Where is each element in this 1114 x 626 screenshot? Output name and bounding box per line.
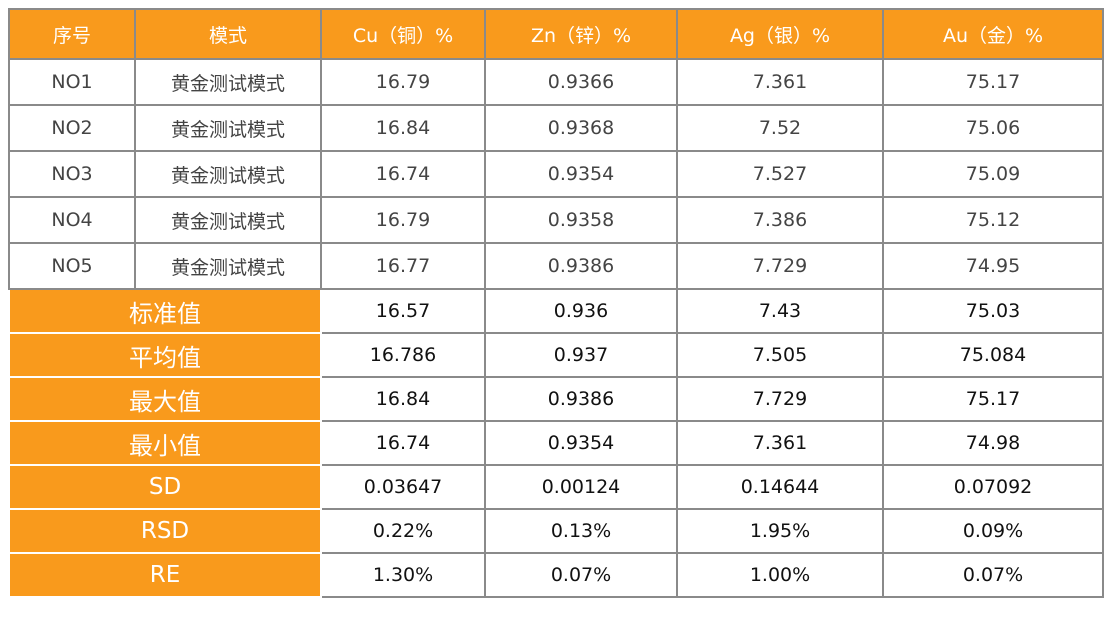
stat-row-sd: SD 0.03647 0.00124 0.14644 0.07092 [8, 464, 1104, 510]
sample-no: NO4 [8, 196, 136, 244]
sample-cu: 16.79 [320, 196, 486, 244]
header-mode: 模式 [134, 8, 322, 60]
stat-label: 最小值 [8, 420, 322, 466]
table-row: NO3 黄金测试模式 16.74 0.9354 7.527 75.09 [8, 150, 1104, 198]
stat-zn: 0.936 [484, 288, 678, 334]
stat-label: 标准值 [8, 288, 322, 334]
sample-au: 75.06 [882, 104, 1104, 152]
sample-au: 75.12 [882, 196, 1104, 244]
stats-body: 标准值 16.57 0.936 7.43 75.03 平均值 16.786 0.… [8, 288, 1104, 598]
stat-zn: 0.937 [484, 332, 678, 378]
stat-ag: 7.729 [676, 376, 884, 422]
stat-au: 74.98 [882, 420, 1104, 466]
header-zn: Zn（锌）% [484, 8, 678, 60]
stat-zn: 0.9386 [484, 376, 678, 422]
stat-label: SD [8, 464, 322, 510]
stat-zn: 0.9354 [484, 420, 678, 466]
sample-no: NO5 [8, 242, 136, 290]
stat-row-min: 最小值 16.74 0.9354 7.361 74.98 [8, 420, 1104, 466]
stat-row-rsd: RSD 0.22% 0.13% 1.95% 0.09% [8, 508, 1104, 554]
sample-no: NO2 [8, 104, 136, 152]
sample-mode: 黄金测试模式 [134, 58, 322, 106]
results-table: 序号 模式 Cu（铜）% Zn（锌）% Ag（银）% Au（金）% NO1 黄金… [8, 8, 1104, 598]
stat-ag: 7.505 [676, 332, 884, 378]
header-no: 序号 [8, 8, 136, 60]
stat-au: 75.03 [882, 288, 1104, 334]
stat-row-max: 最大值 16.84 0.9386 7.729 75.17 [8, 376, 1104, 422]
stat-cu: 16.57 [320, 288, 486, 334]
sample-zn: 0.9366 [484, 58, 678, 106]
sample-ag: 7.527 [676, 150, 884, 198]
stat-zn: 0.07% [484, 552, 678, 598]
stat-cu: 0.03647 [320, 464, 486, 510]
stat-ag: 0.14644 [676, 464, 884, 510]
sample-cu: 16.84 [320, 104, 486, 152]
stat-ag: 7.361 [676, 420, 884, 466]
sample-cu: 16.79 [320, 58, 486, 106]
sample-mode: 黄金测试模式 [134, 150, 322, 198]
stat-cu: 0.22% [320, 508, 486, 554]
stat-au: 75.17 [882, 376, 1104, 422]
stat-au: 0.07092 [882, 464, 1104, 510]
sample-mode: 黄金测试模式 [134, 242, 322, 290]
sample-cu: 16.74 [320, 150, 486, 198]
stat-ag: 1.00% [676, 552, 884, 598]
sample-ag: 7.386 [676, 196, 884, 244]
stat-cu: 16.74 [320, 420, 486, 466]
header-au: Au（金）% [882, 8, 1104, 60]
sample-au: 74.95 [882, 242, 1104, 290]
header-cu: Cu（铜）% [320, 8, 486, 60]
sample-ag: 7.52 [676, 104, 884, 152]
sample-cu: 16.77 [320, 242, 486, 290]
stat-cu: 16.786 [320, 332, 486, 378]
sample-no: NO1 [8, 58, 136, 106]
sample-mode: 黄金测试模式 [134, 196, 322, 244]
table-row: NO5 黄金测试模式 16.77 0.9386 7.729 74.95 [8, 242, 1104, 290]
stat-au: 0.09% [882, 508, 1104, 554]
stat-zn: 0.00124 [484, 464, 678, 510]
sample-mode: 黄金测试模式 [134, 104, 322, 152]
stat-zn: 0.13% [484, 508, 678, 554]
stat-cu: 1.30% [320, 552, 486, 598]
stat-au: 75.084 [882, 332, 1104, 378]
stat-au: 0.07% [882, 552, 1104, 598]
stat-label: 最大值 [8, 376, 322, 422]
sample-ag: 7.729 [676, 242, 884, 290]
sample-zn: 0.9368 [484, 104, 678, 152]
table-row: NO1 黄金测试模式 16.79 0.9366 7.361 75.17 [8, 58, 1104, 106]
stat-row-standard: 标准值 16.57 0.936 7.43 75.03 [8, 288, 1104, 334]
stat-label: RSD [8, 508, 322, 554]
sample-no: NO3 [8, 150, 136, 198]
stat-row-mean: 平均值 16.786 0.937 7.505 75.084 [8, 332, 1104, 378]
sample-zn: 0.9358 [484, 196, 678, 244]
stat-ag: 1.95% [676, 508, 884, 554]
stat-ag: 7.43 [676, 288, 884, 334]
table-row: NO4 黄金测试模式 16.79 0.9358 7.386 75.12 [8, 196, 1104, 244]
sample-au: 75.09 [882, 150, 1104, 198]
sample-zn: 0.9386 [484, 242, 678, 290]
stat-label: 平均值 [8, 332, 322, 378]
samples-body: NO1 黄金测试模式 16.79 0.9366 7.361 75.17 NO2 … [8, 58, 1104, 290]
sample-zn: 0.9354 [484, 150, 678, 198]
stat-cu: 16.84 [320, 376, 486, 422]
header-row: 序号 模式 Cu（铜）% Zn（锌）% Ag（银）% Au（金）% [8, 8, 1104, 60]
stat-row-re: RE 1.30% 0.07% 1.00% 0.07% [8, 552, 1104, 598]
stat-label: RE [8, 552, 322, 598]
table-row: NO2 黄金测试模式 16.84 0.9368 7.52 75.06 [8, 104, 1104, 152]
sample-au: 75.17 [882, 58, 1104, 106]
header-ag: Ag（银）% [676, 8, 884, 60]
sample-ag: 7.361 [676, 58, 884, 106]
